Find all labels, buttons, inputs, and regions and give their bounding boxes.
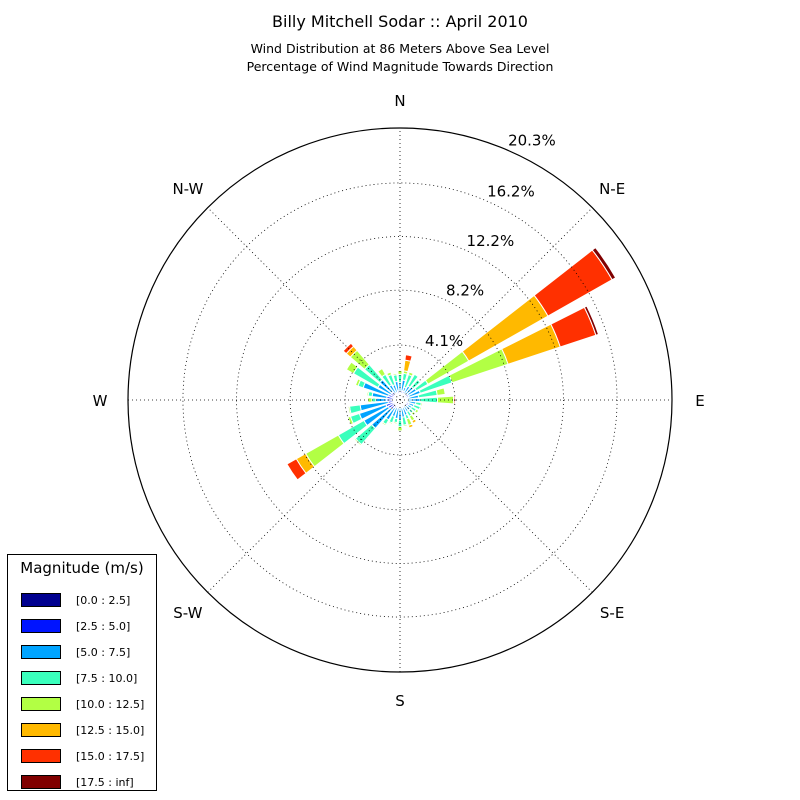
direction-label: S-W <box>173 604 202 622</box>
wind-wedge <box>583 305 600 336</box>
legend-item: [0.0 : 2.5] <box>8 587 156 613</box>
wind-wedge <box>366 390 370 397</box>
grid-ring <box>289 289 511 511</box>
radial-tick-label: 16.2% <box>487 182 535 200</box>
wind-wedge <box>375 397 388 403</box>
radial-tick-label: 8.2% <box>446 281 484 299</box>
wind-wedge <box>348 404 362 415</box>
wind-wedge <box>436 395 455 405</box>
wind-wedge <box>377 367 387 378</box>
legend-item: [17.5 : inf] <box>8 769 156 795</box>
direction-label: N-E <box>599 180 625 198</box>
wind-wedge <box>411 418 418 424</box>
wind-wedge <box>392 372 398 377</box>
wind-wedge <box>386 371 393 377</box>
wind-wedge <box>420 402 424 407</box>
wind-wedge <box>402 423 408 428</box>
wind-wedge <box>397 370 403 376</box>
legend-swatch <box>21 671 61 685</box>
legend-label: [5.0 : 7.5] <box>76 645 131 659</box>
legend-item: [12.5 : 15.0] <box>8 717 156 743</box>
wind-wedge <box>407 373 419 389</box>
legend-item: [10.0 : 12.5] <box>8 691 156 717</box>
legend-swatch <box>21 749 61 763</box>
wind-wedge <box>403 359 412 373</box>
radial-tick-label: 20.3% <box>508 132 556 150</box>
grid-spoke <box>207 207 593 593</box>
wind-wedge <box>414 408 420 414</box>
wind-wedge <box>367 397 373 403</box>
direction-label: W <box>93 392 108 410</box>
wind-wedge <box>404 354 413 362</box>
legend-swatch <box>21 619 61 633</box>
legend-label: [2.5 : 5.0] <box>76 619 131 633</box>
legend-item: [7.5 : 10.0] <box>8 665 156 691</box>
grid-ring <box>236 236 564 564</box>
legend-swatch <box>21 775 61 789</box>
legend-label: [7.5 : 10.0] <box>76 671 138 685</box>
legend-label: [12.5 : 15.0] <box>76 723 145 737</box>
direction-label: S <box>395 692 405 710</box>
wind-wedge <box>418 406 423 411</box>
wind-wedge <box>387 420 394 425</box>
wind-wedge <box>345 361 359 375</box>
wind-wedge <box>347 405 352 415</box>
chart-subtitle-line2: Percentage of Wind Magnitude Towards Dir… <box>246 59 554 74</box>
legend-label: [10.0 : 12.5] <box>76 697 145 711</box>
legend-swatch <box>21 697 61 711</box>
wind-wedge <box>392 421 398 425</box>
legend-swatch <box>21 593 61 607</box>
legend-item: [15.0 : 17.5] <box>8 743 156 769</box>
legend-label: [17.5 : inf] <box>76 775 134 789</box>
radial-tick-label: 12.2% <box>467 232 515 250</box>
wind-wedge <box>591 246 617 281</box>
wind-wedge <box>407 371 414 377</box>
grid-ring <box>344 344 456 456</box>
wind-wedge <box>381 421 387 427</box>
wind-wedge <box>347 415 354 426</box>
legend-swatch <box>21 645 61 659</box>
legend-label: [15.0 : 17.5] <box>76 749 145 763</box>
wind-wedge <box>397 426 403 432</box>
wind-wedge <box>435 387 446 396</box>
chart-subtitle-line1: Wind Distribution at 86 Meters Above Sea… <box>250 41 550 56</box>
legend-swatch <box>21 723 61 737</box>
wind-wedge <box>410 410 416 416</box>
wind-wedge <box>407 423 414 429</box>
outer-circle <box>127 127 673 673</box>
direction-label: S-E <box>600 604 624 622</box>
direction-label: N-W <box>172 180 203 198</box>
wind-wedge <box>410 379 421 390</box>
legend-item: [5.0 : 7.5] <box>8 639 156 665</box>
wind-wedge <box>286 458 307 481</box>
legend: Magnitude (m/s) [0.0 : 2.5] [2.5 : 5.0] [5… <box>7 554 157 791</box>
legend-label: [0.0 : 2.5] <box>76 593 131 607</box>
legend-title: Magnitude (m/s) <box>20 559 144 577</box>
direction-label: N <box>394 92 405 110</box>
grid-ring <box>182 182 618 618</box>
wind-wedge <box>354 378 362 387</box>
direction-label: E <box>695 392 704 410</box>
legend-item: [2.5 : 5.0] <box>8 613 156 639</box>
chart-title: Billy Mitchell Sodar :: April 2010 <box>272 12 528 31</box>
radial-tick-label: 4.1% <box>425 332 463 350</box>
